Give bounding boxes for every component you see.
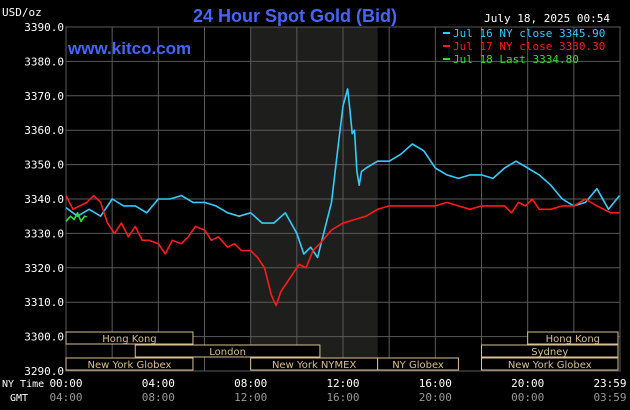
y-tick-label: 3290.0 <box>24 365 64 378</box>
session-label: New York Globex <box>508 360 592 371</box>
y-tick-label: 3300.0 <box>24 331 64 344</box>
session-box <box>481 344 619 358</box>
session-box <box>481 357 619 371</box>
session-label: New York Globex <box>88 360 172 371</box>
x-tick-label-ny: 20:00 <box>511 377 544 390</box>
x-tick-label-ny: 04:00 <box>142 377 175 390</box>
ny-time-axis-label: NY Time <box>2 379 44 390</box>
x-tick-label-ny: 12:00 <box>326 377 359 390</box>
x-tick-label-gmt: 00:00 <box>511 391 544 404</box>
x-tick-label-gmt: 12:00 <box>234 391 267 404</box>
x-tick-label-gmt: 03:59 <box>593 391 626 404</box>
x-tick-label-gmt: 16:00 <box>326 391 359 404</box>
x-tick-label-ny: 08:00 <box>234 377 267 390</box>
y-tick-label: 3340.0 <box>24 193 64 206</box>
session-label: New York NYMEX <box>272 360 357 371</box>
x-tick-label-gmt: 20:00 <box>419 391 452 404</box>
session-label: London <box>209 347 246 358</box>
date-label: July 18, 2025 00:54 <box>484 12 610 25</box>
legend-entry: Jul 16 NY close 3345.90 <box>453 27 605 40</box>
series-line-2 <box>65 194 620 307</box>
y-tick-label: 3320.0 <box>24 262 64 275</box>
session-box <box>65 357 194 371</box>
y-tick-label: 3390.0 <box>24 21 64 34</box>
chart-title: 24 Hour Spot Gold (Bid) <box>193 6 397 26</box>
session-box <box>65 331 194 345</box>
session-box <box>134 344 321 358</box>
x-tick-label-ny: 16:00 <box>419 377 452 390</box>
x-tick-label-ny: 00:00 <box>49 377 82 390</box>
session-label: Hong Kong <box>102 334 156 345</box>
x-tick-label-gmt: 04:00 <box>49 391 82 404</box>
x-tick-label-gmt: 08:00 <box>142 391 175 404</box>
y-tick-label: 3330.0 <box>24 227 64 240</box>
y-tick-label: 3360.0 <box>24 124 64 137</box>
session-label: Hong Kong <box>546 334 600 345</box>
session-box <box>377 357 459 371</box>
y-tick-label: 3350.0 <box>24 159 64 172</box>
session-label: Sydney <box>531 347 568 358</box>
x-tick-label-ny: 23:59 <box>593 377 626 390</box>
website-label: www.kitco.com <box>67 39 191 58</box>
unit-label: USD/oz <box>2 6 42 19</box>
series-line-3 <box>65 212 88 223</box>
legend-entry: Jul 18 Last 3334.80 <box>453 53 579 66</box>
y-tick-label: 3370.0 <box>24 90 64 103</box>
y-tick-label: 3380.0 <box>24 55 64 68</box>
session-label: NY Globex <box>392 360 444 371</box>
legend-entry: Jul 17 NY close 3330.30 <box>453 40 605 53</box>
y-tick-label: 3310.0 <box>24 296 64 309</box>
series-line-1 <box>65 88 621 259</box>
session-box <box>527 331 619 345</box>
gmt-axis-label: GMT <box>10 393 28 404</box>
